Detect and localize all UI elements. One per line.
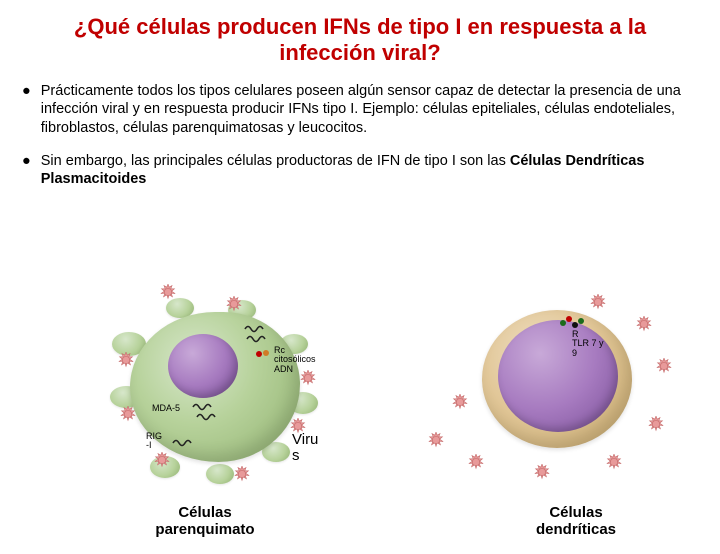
virus-icon [290, 418, 306, 434]
rna-sensor-icon [244, 324, 266, 334]
nucleus-left [168, 334, 238, 398]
caption-line: Células [120, 504, 290, 521]
virus-icon [606, 454, 622, 470]
virus-icon [452, 394, 468, 410]
right-caption: Células dendríticas [496, 504, 656, 538]
tlr-label-line: 9 [572, 349, 604, 358]
virus-icon [648, 416, 664, 432]
caption-line: Células [496, 504, 656, 521]
rigi-label-line: -I [146, 441, 162, 450]
virus-icon [226, 296, 242, 312]
rna-sensor-icon [172, 438, 194, 448]
virus-icon [118, 352, 134, 368]
rigi-label: RIG -I [146, 432, 162, 451]
figure-area: Rc citosólicos ADN MDA-5 RIG -I R TLR 7 … [0, 14, 720, 554]
virus-label: Viru s [292, 432, 318, 464]
caption-line: dendríticas [496, 521, 656, 538]
dna-sensor-icon [256, 350, 270, 358]
pseudopod [206, 464, 234, 484]
virus-icon [656, 358, 672, 374]
left-caption: Células parenquimato [120, 504, 290, 538]
rna-sensor-icon [196, 412, 218, 422]
virus-icon [160, 284, 176, 300]
tlr-label: R TLR 7 y 9 [572, 330, 604, 358]
virus-icon [428, 432, 444, 448]
virus-icon [636, 316, 652, 332]
rna-sensor-icon [246, 334, 268, 344]
virus-label-line: Viru [292, 432, 318, 448]
virus-icon [154, 452, 170, 468]
mda5-label: MDA-5 [152, 404, 180, 413]
virus-icon [534, 464, 550, 480]
virus-label-line: s [292, 448, 318, 464]
virus-icon [234, 466, 250, 482]
virus-icon [300, 370, 316, 386]
virus-icon [590, 294, 606, 310]
virus-icon [120, 406, 136, 422]
rna-sensor-icon [192, 402, 214, 412]
caption-line: parenquimato [120, 521, 290, 538]
virus-icon [468, 454, 484, 470]
